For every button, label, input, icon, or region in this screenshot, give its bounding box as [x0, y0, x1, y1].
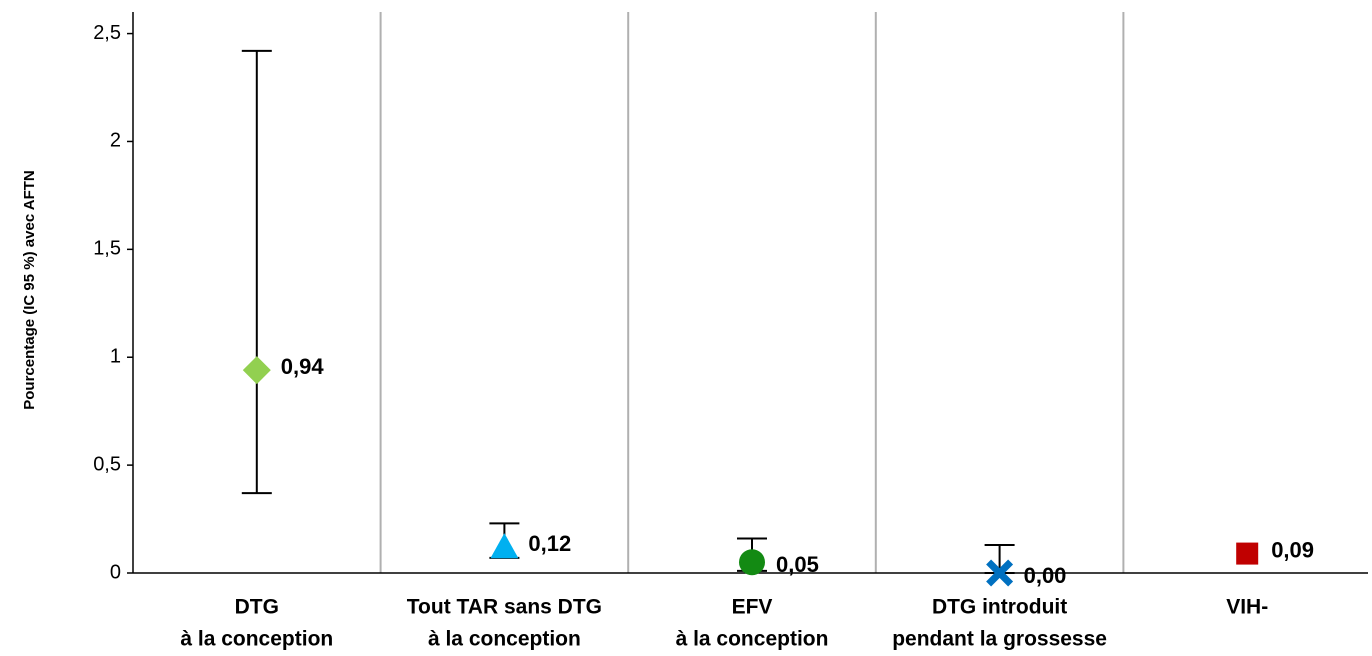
- x-tick-label: DTG: [235, 596, 279, 619]
- y-tick-label: 0,5: [93, 453, 121, 475]
- x-tick-label: EFV: [732, 596, 773, 619]
- x-tick-label: DTG introduit: [932, 596, 1067, 619]
- x-tick-label: VIH-: [1226, 596, 1268, 619]
- value-label: 0,05: [776, 552, 819, 577]
- y-tick-label: 1: [110, 346, 121, 368]
- y-tick-label: 0: [110, 561, 121, 583]
- marker: [490, 533, 519, 559]
- marker: [986, 559, 1014, 587]
- x-tick-label: à la conception: [428, 628, 581, 651]
- x-tick-label: à la conception: [676, 628, 829, 651]
- marker: [242, 356, 271, 385]
- y-axis-label: Pourcentage (IC 95 %) avec AFTN: [21, 170, 38, 410]
- y-tick-label: 2,5: [93, 22, 121, 44]
- value-label: 0,12: [528, 531, 571, 556]
- value-label: 0,09: [1271, 537, 1314, 562]
- x-tick-label: pendant la grossesse: [892, 628, 1107, 651]
- y-tick-label: 1,5: [93, 238, 121, 260]
- y-tick-label: 2: [110, 130, 121, 152]
- marker: [1236, 542, 1259, 565]
- marker: [739, 549, 765, 576]
- value-label: 0,94: [281, 354, 325, 379]
- x-tick-label: Tout TAR sans DTG: [407, 596, 602, 619]
- value-label: 0,00: [1024, 563, 1067, 588]
- x-tick-label: à la conception: [180, 628, 333, 651]
